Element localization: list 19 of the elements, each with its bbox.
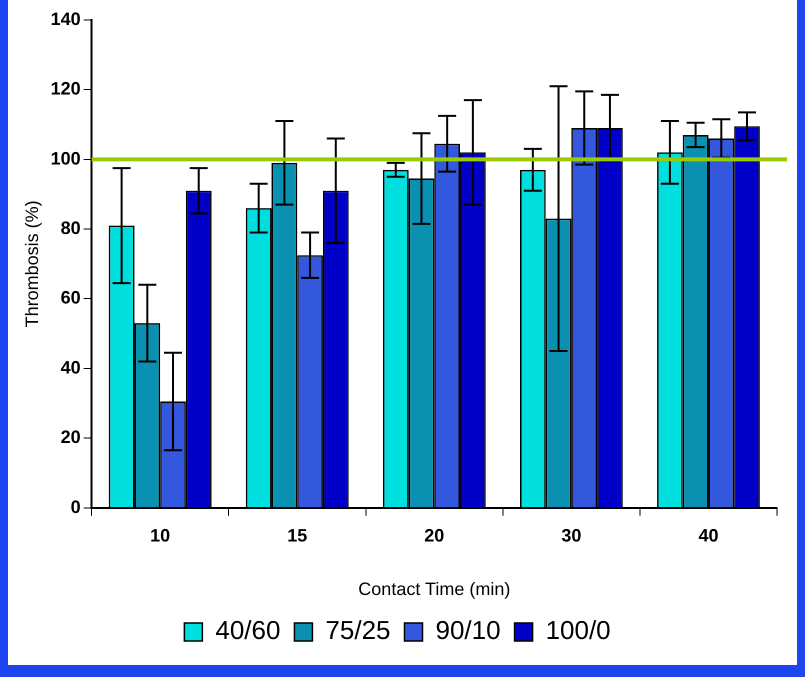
y-tick-label: 140 [50, 8, 81, 29]
y-tick-label: 0 [70, 496, 81, 517]
x-tick-label: 40 [698, 526, 718, 546]
x-axis-title: Contact Time (min) [358, 579, 510, 600]
x-tick-label: 30 [561, 526, 582, 546]
x-tick-label: 10 [150, 526, 170, 546]
legend-label: 40/60 [215, 615, 280, 646]
legend-label: 90/10 [436, 615, 501, 646]
y-axis-title: Thrombosis (%) [22, 200, 42, 328]
legend-label: 75/25 [325, 615, 391, 646]
y-tick-label: 80 [60, 218, 81, 238]
legend-label: 100/0 [546, 615, 611, 646]
y-tick-label: 60 [60, 288, 81, 308]
x-tick-label: 15 [287, 526, 308, 546]
y-tick-label: 20 [60, 427, 81, 448]
y-tick-label: 100 [50, 148, 81, 168]
y-tick-label: 120 [50, 78, 81, 99]
x-tick-label: 20 [424, 526, 444, 546]
y-tick-label: 40 [60, 357, 81, 378]
